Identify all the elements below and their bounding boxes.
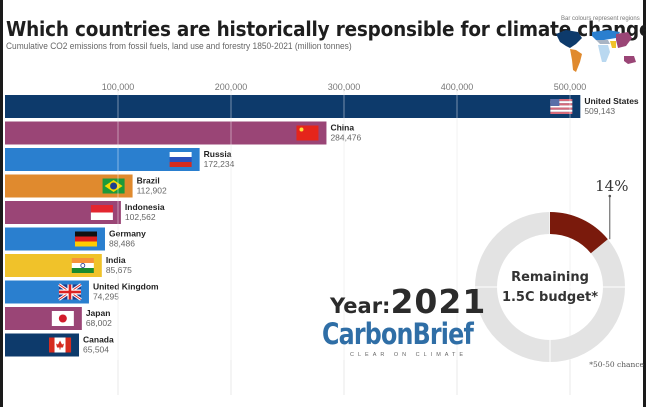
south-asia-region	[610, 41, 616, 48]
donut-used-segment	[550, 212, 608, 254]
x-tick-label: 100,000	[102, 82, 135, 92]
right-frame-edge	[643, 0, 646, 407]
bar-country-label: Russia	[204, 149, 232, 159]
bar	[5, 174, 133, 198]
pct-leader-dot	[608, 194, 612, 198]
x-tick-label: 500,000	[554, 82, 587, 92]
bar-country-label: Brazil	[137, 176, 160, 186]
bar-value-label: 509,143	[584, 106, 615, 116]
canada-flag-icon	[49, 337, 72, 353]
bar-value-label: 68,002	[86, 318, 112, 328]
bar-value-label: 112,902	[137, 186, 167, 196]
chart-subtitle: Cumulative CO2 emissions from fossil fue…	[6, 41, 352, 51]
carbonbrief-logo: CarbonBrief	[322, 317, 474, 351]
left-frame-edge	[0, 0, 3, 407]
bar-country-label: Canada	[83, 335, 114, 345]
map-legend-note: Bar colours represent regions	[561, 16, 640, 22]
budget-donut: 14% Remaining 1.5C budget* *50-50 chance	[475, 177, 645, 369]
bar-country-label: China	[330, 123, 354, 133]
bar-country-label: India	[106, 255, 126, 265]
bar-value-label: 88,486	[109, 239, 135, 249]
germany-flag-icon	[74, 231, 97, 247]
asia-pacific-region	[616, 32, 632, 48]
bar-value-label: 284,476	[330, 133, 361, 143]
year-value: 2021	[390, 282, 487, 321]
bar-value-label: 85,675	[106, 265, 132, 275]
africa-region	[598, 45, 610, 62]
bar	[5, 95, 581, 118]
bar-value-label: 102,562	[125, 212, 156, 222]
china-flag-icon	[296, 125, 319, 141]
latin-america-region	[570, 49, 582, 72]
bar-country-label: Japan	[86, 308, 111, 318]
japan-flag-icon	[51, 311, 74, 326]
donut-title-line2: 1.5C budget*	[502, 290, 598, 305]
x-tick-label: 400,000	[441, 82, 474, 92]
bar	[5, 148, 200, 171]
bar-country-label: United Kingdom	[93, 282, 159, 292]
north-america-region	[556, 30, 582, 48]
donut-title-line1: Remaining	[511, 270, 589, 285]
middle-east-region	[596, 40, 610, 44]
x-tick-label: 300,000	[328, 82, 361, 92]
bar	[5, 121, 327, 145]
donut-footnote: *50-50 chance	[589, 360, 644, 369]
bar-value-label: 65,504	[83, 345, 109, 355]
bar-country-label: Germany	[109, 229, 146, 239]
chart-title: Which countries are historically respons…	[6, 17, 646, 41]
bar-value-label: 172,234	[204, 159, 235, 169]
uk-flag-icon	[58, 283, 82, 301]
europe-region	[592, 30, 620, 40]
us-flag-icon	[550, 99, 573, 114]
brazil-flag-icon	[102, 178, 125, 194]
russia-flag-icon	[169, 152, 192, 167]
carbonbrief-tagline: CLEAR ON CLIMATE	[350, 352, 468, 358]
indonesia-flag-icon	[90, 205, 113, 220]
bar-country-label: Indonesia	[125, 202, 165, 212]
india-flag-icon	[71, 258, 94, 273]
year-label: Year:	[330, 294, 391, 318]
world-map-legend-icon	[556, 30, 636, 72]
oceania-region	[624, 56, 636, 64]
x-tick-label: 200,000	[215, 82, 248, 92]
year-display: Year:2021	[330, 282, 486, 321]
bar-country-label: United States	[584, 96, 639, 106]
donut-percent-label: 14%	[595, 177, 628, 195]
bar-value-label: 74,295	[93, 292, 119, 302]
